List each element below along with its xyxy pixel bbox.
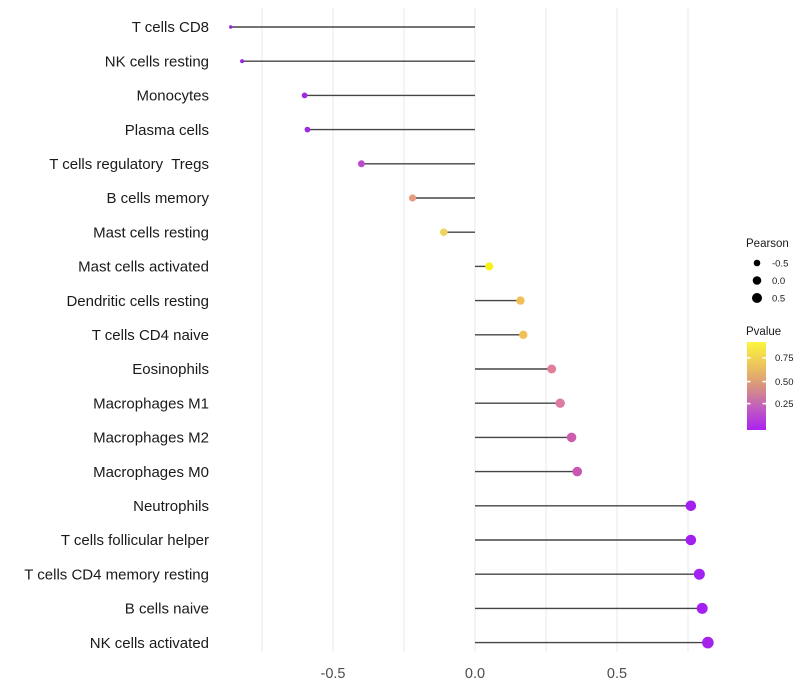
data-point: [485, 262, 494, 271]
y-axis-label: T cells CD4 memory resting: [24, 566, 209, 583]
data-point: [555, 398, 565, 408]
y-axis-label: Macrophages M0: [93, 464, 209, 481]
data-point: [685, 500, 697, 512]
y-axis-label: T cells CD8: [132, 19, 209, 36]
y-axis-label: T cells regulatory Tregs: [49, 156, 209, 173]
size-legend-dot: [753, 259, 761, 267]
size-legend-label: 0.5: [772, 293, 785, 304]
size-legend-dot: [752, 293, 762, 303]
y-axis-label: Macrophages M1: [93, 395, 209, 412]
y-axis-label: T cells follicular helper: [61, 532, 209, 549]
color-legend-label: 0.50: [775, 377, 794, 388]
x-axis-tick-label: -0.5: [321, 666, 346, 682]
data-point: [229, 25, 233, 29]
y-axis-label: Monocytes: [136, 88, 209, 105]
size-legend-label: -0.5: [772, 258, 788, 269]
data-point: [519, 330, 528, 339]
y-axis-label: NK cells resting: [105, 53, 209, 70]
data-point: [357, 160, 365, 168]
y-axis-label: Mast cells resting: [93, 224, 209, 241]
data-point: [572, 466, 583, 477]
x-axis-tick-label: 0.0: [465, 666, 485, 682]
data-point: [240, 59, 245, 64]
data-point: [304, 126, 311, 133]
y-axis-label: Mast cells activated: [78, 259, 209, 276]
data-point: [408, 194, 417, 202]
data-point: [439, 228, 448, 236]
y-axis-label: Plasma cells: [125, 122, 209, 139]
color-legend-label: 0.75: [775, 353, 794, 364]
data-point: [516, 296, 525, 305]
y-axis-label: T cells CD4 naive: [92, 327, 209, 344]
data-point: [685, 534, 697, 546]
data-point: [547, 364, 557, 374]
y-axis-label: NK cells activated: [90, 635, 209, 652]
y-axis-label: Eosinophils: [132, 361, 209, 378]
size-legend-dot: [752, 276, 762, 285]
size-legend-label: 0.0: [772, 276, 785, 287]
size-legend-title: Pearson: [746, 238, 789, 250]
data-point: [702, 636, 714, 649]
y-axis-label: Macrophages M2: [93, 430, 209, 447]
color-legend-title: Pvalue: [746, 326, 781, 338]
data-point: [696, 602, 708, 614]
data-point: [566, 432, 577, 443]
color-legend-bar: [747, 342, 766, 430]
y-axis-label: Dendritic cells resting: [66, 293, 209, 310]
data-point: [693, 568, 705, 580]
y-axis-label: Neutrophils: [133, 498, 209, 515]
y-axis-label: B cells memory: [106, 190, 209, 207]
y-axis-label: B cells naive: [125, 601, 209, 618]
color-legend-label: 0.25: [775, 399, 794, 410]
x-axis-tick-label: 0.5: [607, 666, 627, 682]
data-point: [301, 92, 308, 99]
